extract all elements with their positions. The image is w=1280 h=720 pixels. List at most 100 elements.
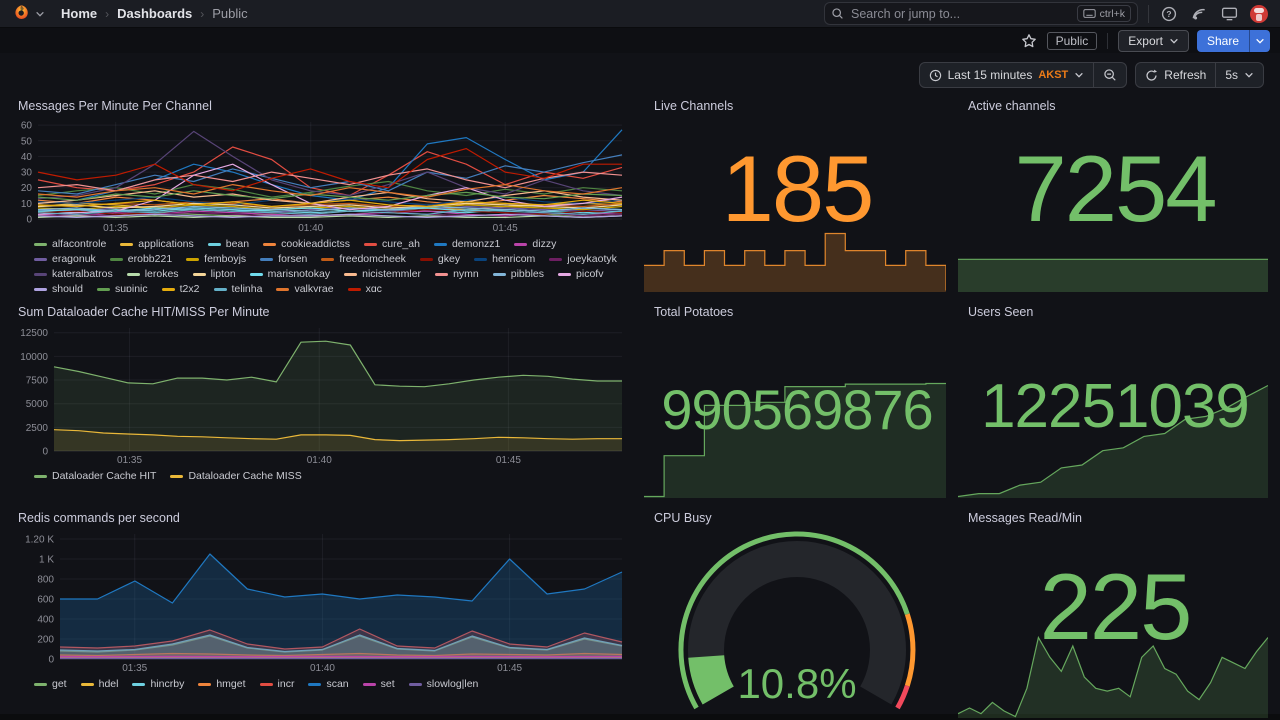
sparkline[interactable] bbox=[644, 230, 946, 292]
grafana-logo-menu[interactable] bbox=[12, 4, 45, 23]
legend-item-cure-ah[interactable]: cure_ah bbox=[363, 238, 420, 250]
panel-title[interactable]: Active channels bbox=[968, 99, 1056, 113]
legend-item-bean[interactable]: bean bbox=[207, 238, 250, 250]
dashboard-actions: Public Export Share bbox=[0, 28, 1280, 53]
time-series-chart[interactable]: 01:35 01:40 01:45 0 2500 5000 7500 10000 12500 bbox=[16, 322, 628, 466]
time-series-chart[interactable]: 01:35 01:40 01:45 0 200 400 600 800 1 K 1.20 K bbox=[16, 528, 628, 674]
legend-item-demonzz1[interactable]: demonzz1 bbox=[433, 238, 500, 250]
legend-item-eragonuk[interactable]: eragonuk bbox=[34, 253, 96, 265]
refresh-button[interactable]: Refresh bbox=[1136, 63, 1215, 87]
sparkline[interactable] bbox=[958, 634, 1268, 718]
search-input[interactable]: Search or jump to... ctrl+k bbox=[824, 2, 1138, 25]
sparkline[interactable] bbox=[958, 382, 1268, 498]
zoom-out-button[interactable] bbox=[1094, 63, 1126, 87]
legend-swatch bbox=[321, 257, 335, 261]
legend-label: joeykaotyk bbox=[567, 253, 617, 265]
time-series-chart[interactable]: 01:35 01:40 01:45 0 10 20 30 40 50 60 bbox=[16, 116, 628, 234]
news-button[interactable] bbox=[1189, 4, 1209, 24]
star-button[interactable] bbox=[1019, 31, 1039, 51]
legend-item-lerokes[interactable]: lerokes bbox=[126, 268, 179, 280]
legend-item-get[interactable]: get bbox=[34, 678, 67, 690]
legend-item-nicistemmler[interactable]: nicistemmler bbox=[344, 268, 421, 280]
legend-swatch bbox=[34, 257, 47, 261]
legend-item-xqc[interactable]: xqc bbox=[347, 283, 382, 292]
refresh-group: Refresh 5s bbox=[1135, 62, 1264, 88]
legend-item-alfacontrole[interactable]: alfacontrole bbox=[34, 238, 106, 250]
svg-text:01:45: 01:45 bbox=[497, 663, 522, 674]
legend-label: alfacontrole bbox=[52, 238, 107, 250]
panel-title[interactable]: Users Seen bbox=[968, 305, 1034, 319]
legend-item-erobb221[interactable]: erobb221 bbox=[109, 253, 172, 265]
legend-item-pibbles[interactable]: pibbles bbox=[492, 268, 545, 280]
legend-item-forsen[interactable]: forsen bbox=[260, 253, 307, 265]
legend-item-lipton[interactable]: lipton bbox=[192, 268, 236, 280]
panel-dataloader-cache: Sum Dataloader Cache HIT/MISS Per Minute… bbox=[8, 300, 636, 498]
svg-text:01:35: 01:35 bbox=[103, 223, 128, 234]
legend-item-nymn[interactable]: nymn bbox=[435, 268, 479, 280]
legend-item-t2x2[interactable]: t2x2 bbox=[161, 283, 200, 292]
legend-item-incr[interactable]: incr bbox=[259, 678, 294, 690]
svg-text:40: 40 bbox=[21, 152, 33, 163]
legend-item-picofv[interactable]: picofv bbox=[558, 268, 603, 280]
legend-item-valkyrae[interactable]: valkyrae bbox=[276, 283, 334, 292]
panel-title[interactable]: Redis commands per second bbox=[18, 511, 180, 525]
legend-item-applications[interactable]: applications bbox=[120, 238, 194, 250]
refresh-interval-picker[interactable]: 5s bbox=[1216, 63, 1263, 87]
screen-button[interactable] bbox=[1219, 4, 1240, 24]
legend-label: slowlog|len bbox=[426, 678, 479, 690]
legend-item-telinha[interactable]: telinha bbox=[213, 283, 262, 292]
legend-swatch bbox=[492, 272, 506, 276]
breadcrumb-dashboards[interactable]: Dashboards bbox=[117, 6, 193, 21]
panel-title[interactable]: Messages Per Minute Per Channel bbox=[18, 99, 212, 113]
share-menu-button[interactable] bbox=[1249, 29, 1270, 52]
export-button[interactable]: Export bbox=[1118, 29, 1189, 52]
legend-item-Dataloader-Cache-MISS[interactable]: Dataloader Cache MISS bbox=[170, 470, 302, 482]
legend-item-hmget[interactable]: hmget bbox=[198, 678, 246, 690]
help-button[interactable]: ? bbox=[1159, 4, 1179, 24]
legend-item-Dataloader-Cache-HIT[interactable]: Dataloader Cache HIT bbox=[34, 470, 156, 482]
panel-title[interactable]: CPU Busy bbox=[654, 511, 712, 525]
legend-label: scan bbox=[326, 678, 349, 690]
legend-item-freedomcheek[interactable]: freedomcheek bbox=[321, 253, 406, 265]
legend-label: pibbles bbox=[510, 268, 545, 280]
legend-item-hdel[interactable]: hdel bbox=[80, 678, 118, 690]
time-range-picker[interactable]: Last 15 minutes AKST bbox=[920, 63, 1094, 87]
export-label: Export bbox=[1128, 33, 1163, 48]
legend-swatch bbox=[34, 682, 47, 686]
legend-item-femboyjs[interactable]: femboyjs bbox=[186, 253, 246, 265]
legend-item-kateralbatros[interactable]: kateralbatros bbox=[34, 268, 113, 280]
legend-item-dizzy[interactable]: dizzy bbox=[514, 238, 556, 250]
legend-swatch bbox=[207, 242, 221, 246]
svg-text:20: 20 bbox=[21, 183, 33, 194]
svg-text:01:35: 01:35 bbox=[117, 455, 142, 466]
breadcrumb-home[interactable]: Home bbox=[61, 6, 98, 21]
dashboard-grid: Messages Per Minute Per Channel 01:35 01:… bbox=[8, 94, 1272, 718]
legend-item-scan[interactable]: scan bbox=[308, 678, 349, 690]
share-button[interactable]: Share bbox=[1196, 29, 1249, 52]
legend-item-slowlog-len[interactable]: slowlog|len bbox=[408, 678, 479, 690]
panel-title[interactable]: Sum Dataloader Cache HIT/MISS Per Minute bbox=[18, 305, 270, 319]
legend-item-henricom[interactable]: henricom bbox=[474, 253, 535, 265]
gauge-chart[interactable]: 10.8% bbox=[647, 528, 947, 714]
legend-item-set[interactable]: set bbox=[362, 678, 395, 690]
user-avatar[interactable] bbox=[1250, 4, 1268, 23]
legend-item-hincrby[interactable]: hincrby bbox=[132, 678, 184, 690]
legend-item-marisnotokay[interactable]: marisnotokay bbox=[249, 268, 330, 280]
legend-item-supinic[interactable]: supinic bbox=[96, 283, 148, 292]
panel-title[interactable]: Live Channels bbox=[654, 99, 734, 113]
legend-label: xqc bbox=[365, 283, 382, 292]
legend-item-cookieaddictss[interactable]: cookieaddictss bbox=[263, 238, 350, 250]
legend-swatch bbox=[363, 242, 377, 246]
star-icon bbox=[1021, 33, 1036, 47]
panel-title[interactable]: Messages Read/Min bbox=[968, 511, 1082, 525]
legend-item-gkey[interactable]: gkey bbox=[419, 253, 460, 265]
shortcut-badge: ctrl+k bbox=[1076, 5, 1131, 22]
legend-item-should[interactable]: should bbox=[34, 283, 83, 292]
refresh-label: Refresh bbox=[1164, 68, 1207, 82]
timezone-label: AKST bbox=[1038, 69, 1069, 81]
sparkline[interactable] bbox=[958, 248, 1268, 292]
sparkline[interactable] bbox=[644, 380, 946, 498]
legend-label: bean bbox=[225, 238, 250, 250]
legend-item-joeykaotyk[interactable]: joeykaotyk bbox=[549, 253, 617, 265]
panel-title[interactable]: Total Potatoes bbox=[654, 305, 734, 319]
